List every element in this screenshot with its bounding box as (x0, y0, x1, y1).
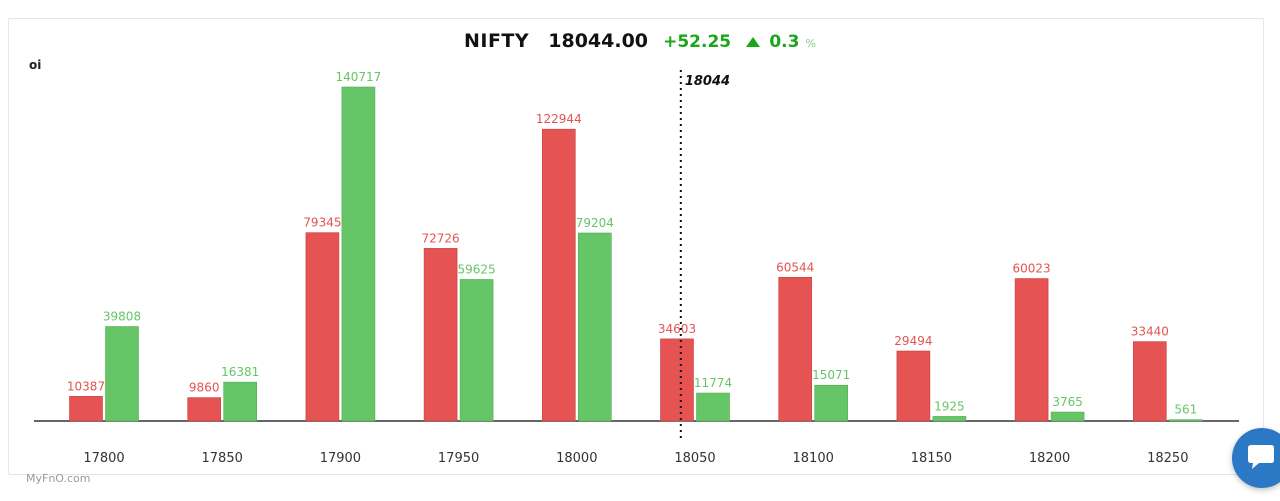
data-label: 72726 (422, 231, 460, 245)
data-label: 10387 (67, 379, 105, 393)
x-tick-label: 18000 (556, 451, 597, 466)
bar[interactable] (69, 396, 103, 422)
data-label: 60023 (1013, 262, 1051, 276)
x-tick-label: 17950 (438, 451, 479, 466)
data-label: 39808 (103, 310, 141, 324)
price-change: +52.25 (663, 32, 732, 52)
chart-header: NIFTY 18044.00 +52.25 0.3 % (0, 30, 1280, 52)
x-tick-label: 18200 (1029, 451, 1070, 466)
data-label: 60544 (776, 260, 814, 274)
x-tick-label: 17800 (83, 451, 124, 466)
data-label: 29494 (894, 334, 932, 348)
data-label: 79204 (576, 216, 614, 230)
data-label: 15071 (812, 368, 850, 382)
x-tick-label: 18100 (793, 451, 834, 466)
bar[interactable] (577, 232, 612, 422)
triangle-up-icon (746, 37, 761, 47)
x-tick-label: 18250 (1147, 451, 1188, 466)
x-tick-label: 17900 (320, 451, 361, 466)
x-tick-label: 18150 (911, 451, 952, 466)
data-label: 9860 (189, 381, 220, 395)
spot-marker-label: 18044 (685, 74, 730, 89)
data-label: 122944 (536, 112, 582, 126)
bar[interactable] (896, 350, 931, 422)
data-label: 561 (1174, 403, 1197, 417)
percent-sign: % (805, 37, 816, 50)
bar[interactable] (223, 381, 257, 422)
x-tick-label: 18050 (674, 451, 715, 466)
bar[interactable] (459, 279, 494, 422)
bar[interactable] (305, 232, 340, 422)
chat-bubble-icon (1248, 445, 1274, 469)
bar[interactable] (1169, 419, 1203, 422)
chat-button[interactable] (1232, 428, 1280, 488)
data-label: 16381 (221, 365, 259, 379)
bar[interactable] (1050, 411, 1085, 422)
brand-watermark: MyFnO.com (26, 472, 91, 485)
data-label: 79345 (303, 216, 341, 230)
data-label: 33440 (1131, 325, 1169, 339)
bar[interactable] (423, 248, 458, 422)
bar[interactable] (187, 397, 221, 422)
data-label: 34603 (658, 322, 696, 336)
data-label: 1925 (934, 399, 965, 413)
x-tick-label: 17850 (202, 451, 243, 466)
spot-price: 18044.00 (548, 30, 649, 52)
bar[interactable] (541, 128, 576, 422)
bar[interactable] (1133, 341, 1167, 422)
data-label: 59625 (458, 262, 496, 276)
y-axis-label: oi (29, 58, 42, 72)
bar[interactable] (341, 86, 376, 422)
bar[interactable] (1014, 278, 1049, 422)
bar[interactable] (105, 326, 139, 422)
data-label: 3765 (1052, 395, 1083, 409)
bar[interactable] (660, 338, 694, 422)
bar[interactable] (814, 384, 849, 422)
symbol-name: NIFTY (463, 30, 530, 52)
bar[interactable] (696, 392, 730, 422)
price-change-percent: 0.3 (769, 32, 800, 52)
data-label: 140717 (335, 70, 381, 84)
data-label: 11774 (694, 376, 732, 390)
bar[interactable] (778, 276, 813, 422)
bar[interactable] (932, 416, 967, 422)
